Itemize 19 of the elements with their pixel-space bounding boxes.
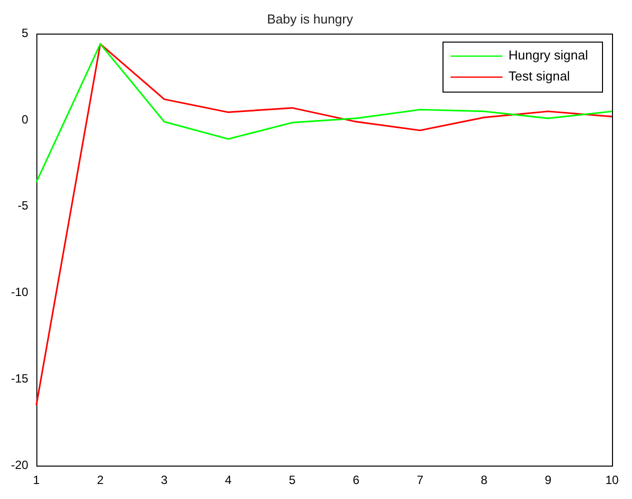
x-tick-label: 10 xyxy=(605,473,619,488)
x-tick-label: 1 xyxy=(33,473,40,488)
chart-title: Baby is hungry xyxy=(267,11,354,26)
y-tick-label: -5 xyxy=(18,198,29,213)
x-tick-label: 7 xyxy=(416,473,424,488)
x-tick-label: 8 xyxy=(480,473,488,488)
y-tick-label: -10 xyxy=(11,285,29,300)
x-tick-label: 9 xyxy=(544,473,552,488)
y-tick-label: -20 xyxy=(11,458,29,472)
y-tick-label: 0 xyxy=(22,112,29,126)
x-tick-label: 3 xyxy=(160,473,168,488)
x-tick-label: 5 xyxy=(288,473,296,488)
x-tick-label: 2 xyxy=(96,473,104,488)
y-tick-label: 5 xyxy=(22,26,29,40)
legend-label: Hungry signal xyxy=(508,48,588,63)
y-tick-label: -15 xyxy=(11,372,29,386)
legend-label: Test signal xyxy=(508,68,570,84)
x-tick-label: 4 xyxy=(224,473,232,488)
x-tick-label: 6 xyxy=(352,473,360,488)
